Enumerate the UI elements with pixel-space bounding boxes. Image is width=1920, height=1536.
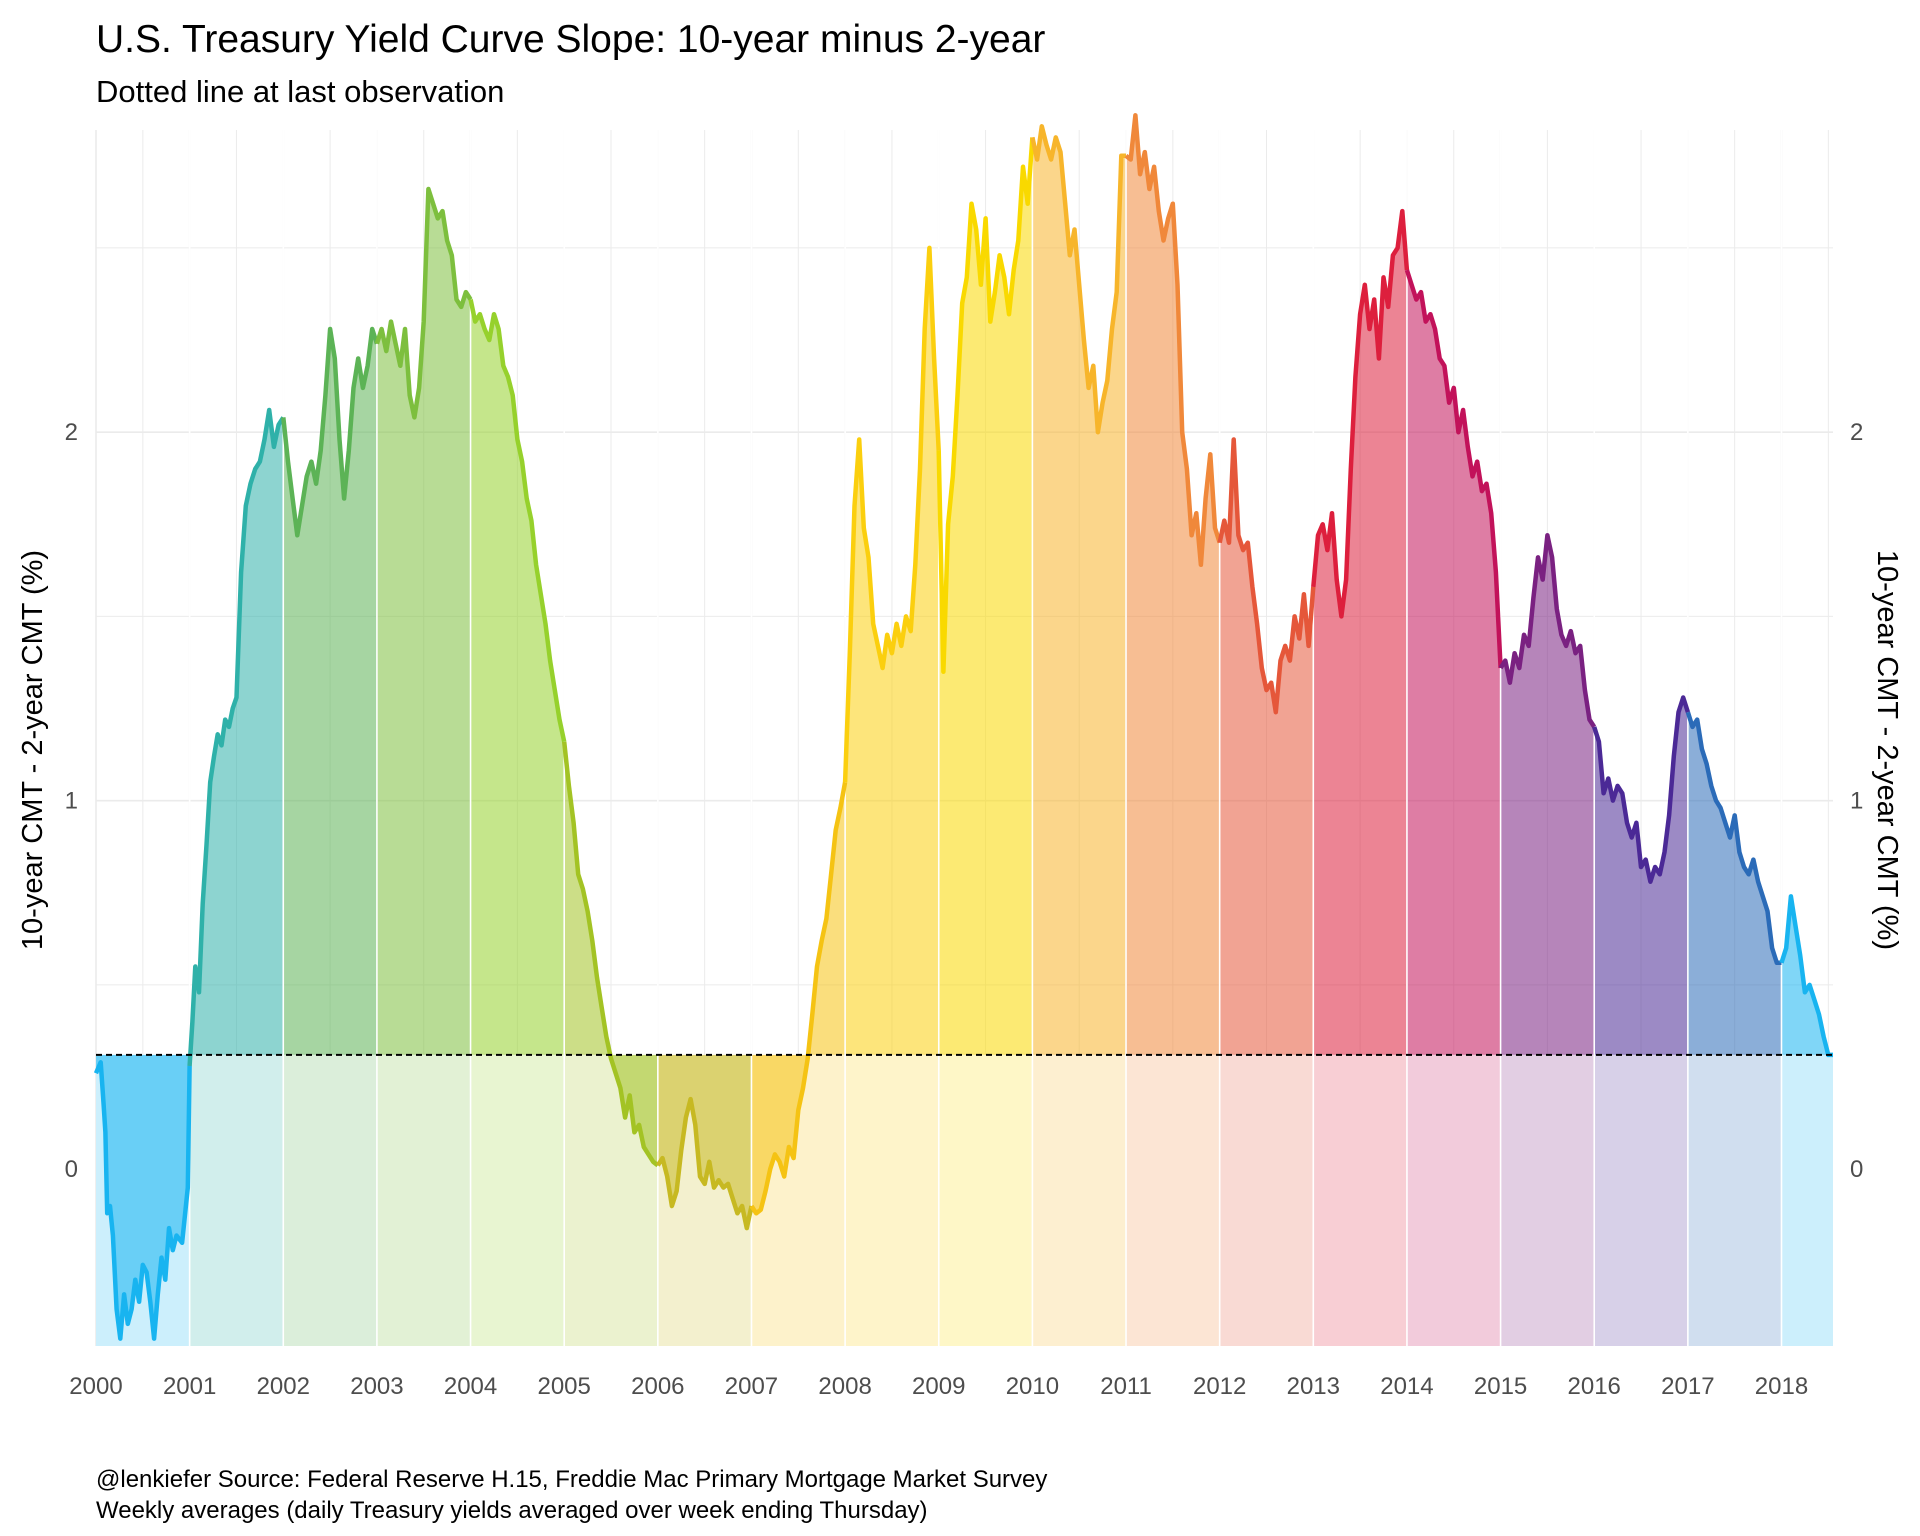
x-tick-label: 2006 [631, 1373, 684, 1400]
slope-line-2001 [187, 407, 286, 1067]
year-band-2018 [1781, 1054, 1833, 1346]
slope-area-2008 [845, 247, 939, 1055]
slope-line-2005 [561, 741, 660, 1168]
year-band-2017 [1687, 1054, 1782, 1346]
slope-line-2006 [655, 1096, 754, 1231]
x-tick-label: 2002 [257, 1373, 310, 1400]
year-band-2003 [376, 1054, 471, 1346]
x-tick-label: 2004 [444, 1373, 497, 1400]
slope-line-2017 [1685, 711, 1782, 966]
slope-line-2018 [1779, 894, 1833, 1058]
y-tick-label-left: 2 [65, 419, 78, 446]
slope-area-2018 [1781, 896, 1833, 1055]
slope-areas [96, 115, 1833, 1339]
year-band-2001 [189, 1054, 284, 1346]
slope-area-2013 [1313, 211, 1407, 1055]
slope-line-2002 [281, 326, 380, 538]
slope-line-2016 [1592, 695, 1691, 884]
slope-area-2000 [96, 1054, 190, 1339]
year-band-2011 [1126, 1054, 1220, 1346]
slope-line-2013 [1311, 208, 1410, 619]
year-separators [188, 130, 1783, 1346]
caption-note: Weekly averages (daily Treasury yields a… [96, 1497, 928, 1524]
x-tick-label: 2016 [1568, 1373, 1621, 1400]
slope-line-2000 [93, 1060, 192, 1341]
caption-source: @lenkiefer Source: Federal Reserve H.15,… [96, 1466, 1047, 1493]
slope-line-2007 [749, 781, 848, 1216]
slope-line-2004 [468, 299, 567, 743]
year-band-2014 [1406, 1054, 1501, 1346]
x-tick-label: 2011 [1100, 1373, 1152, 1400]
slope-line-2014 [1404, 269, 1503, 669]
x-tick-label: 2013 [1287, 1373, 1340, 1400]
x-tick-label: 2001 [163, 1373, 216, 1400]
y-tick-label-left: 1 [65, 788, 78, 815]
slope-lines [93, 113, 1833, 1341]
x-tick-label: 2014 [1380, 1373, 1433, 1400]
y-tick-labels-right: 0 1 2 [1850, 419, 1863, 1183]
x-tick-label: 2009 [912, 1373, 965, 1400]
x-tick-label: 2005 [537, 1373, 590, 1400]
y-tick-labels-left: 0 1 2 [65, 419, 78, 1183]
chart-title: U.S. Treasury Yield Curve Slope: 10-year… [96, 18, 1045, 61]
year-band-2015 [1500, 1054, 1595, 1346]
year-band-2002 [283, 1054, 377, 1346]
slope-line-2015 [1498, 533, 1597, 729]
slope-area-2009 [938, 137, 1033, 1055]
y-tick-label-right: 2 [1850, 419, 1863, 446]
slope-line-2003 [374, 186, 473, 420]
chart-subtitle: Dotted line at last observation [96, 74, 504, 109]
x-tick-label: 2018 [1755, 1373, 1808, 1400]
year-band-2008 [845, 1054, 939, 1346]
slope-area-2004 [470, 299, 565, 1055]
slope-area-2005 [564, 741, 658, 1166]
slope-area-2001 [189, 410, 284, 1066]
year-band-2013 [1313, 1054, 1407, 1346]
slope-line-2008 [842, 245, 941, 783]
year-band-2010 [1032, 1054, 1127, 1346]
x-tick-label: 2017 [1661, 1373, 1714, 1400]
x-tick-label: 2007 [725, 1373, 778, 1400]
year-bands [96, 1054, 1833, 1346]
year-band-2009 [938, 1054, 1033, 1346]
slope-line-2012 [1217, 437, 1316, 715]
slope-area-2017 [1687, 712, 1782, 1055]
y-tick-label-right: 1 [1850, 788, 1863, 815]
year-band-2012 [1219, 1054, 1314, 1346]
slope-area-2015 [1500, 535, 1595, 1055]
x-tick-label: 2000 [69, 1373, 122, 1400]
x-tick-labels: 2000 2001 2002 2003 2004 2005 2006 2007 2008 2009… [69, 1373, 1808, 1400]
y-tick-label-right: 0 [1850, 1156, 1863, 1183]
slope-area-2006 [657, 1054, 752, 1229]
y-axis-title-left: 10-year CMT - 2-year CMT (%) [17, 550, 49, 950]
slope-area-2010 [1032, 126, 1126, 1055]
x-tick-label: 2015 [1474, 1373, 1527, 1400]
year-band-2016 [1594, 1054, 1688, 1346]
x-tick-label: 2010 [1006, 1373, 1059, 1400]
slope-line-2010 [1030, 124, 1126, 435]
x-tick-label: 2003 [350, 1373, 403, 1400]
slope-area-2011 [1126, 115, 1220, 1055]
y-tick-label-left: 0 [65, 1156, 78, 1183]
slope-area-2002 [283, 329, 377, 1055]
x-tick-label: 2012 [1193, 1373, 1246, 1400]
slope-area-2012 [1219, 439, 1314, 1055]
slope-line-2011 [1124, 113, 1222, 568]
slope-area-2003 [376, 189, 471, 1055]
x-tick-label: 2008 [818, 1373, 871, 1400]
slope-line-2009 [936, 137, 1035, 674]
y-axis-title-right: 10-year CMT - 2-year CMT (%) [1871, 550, 1903, 950]
year-band-2004 [470, 1054, 565, 1346]
slope-area-2007 [751, 782, 846, 1214]
